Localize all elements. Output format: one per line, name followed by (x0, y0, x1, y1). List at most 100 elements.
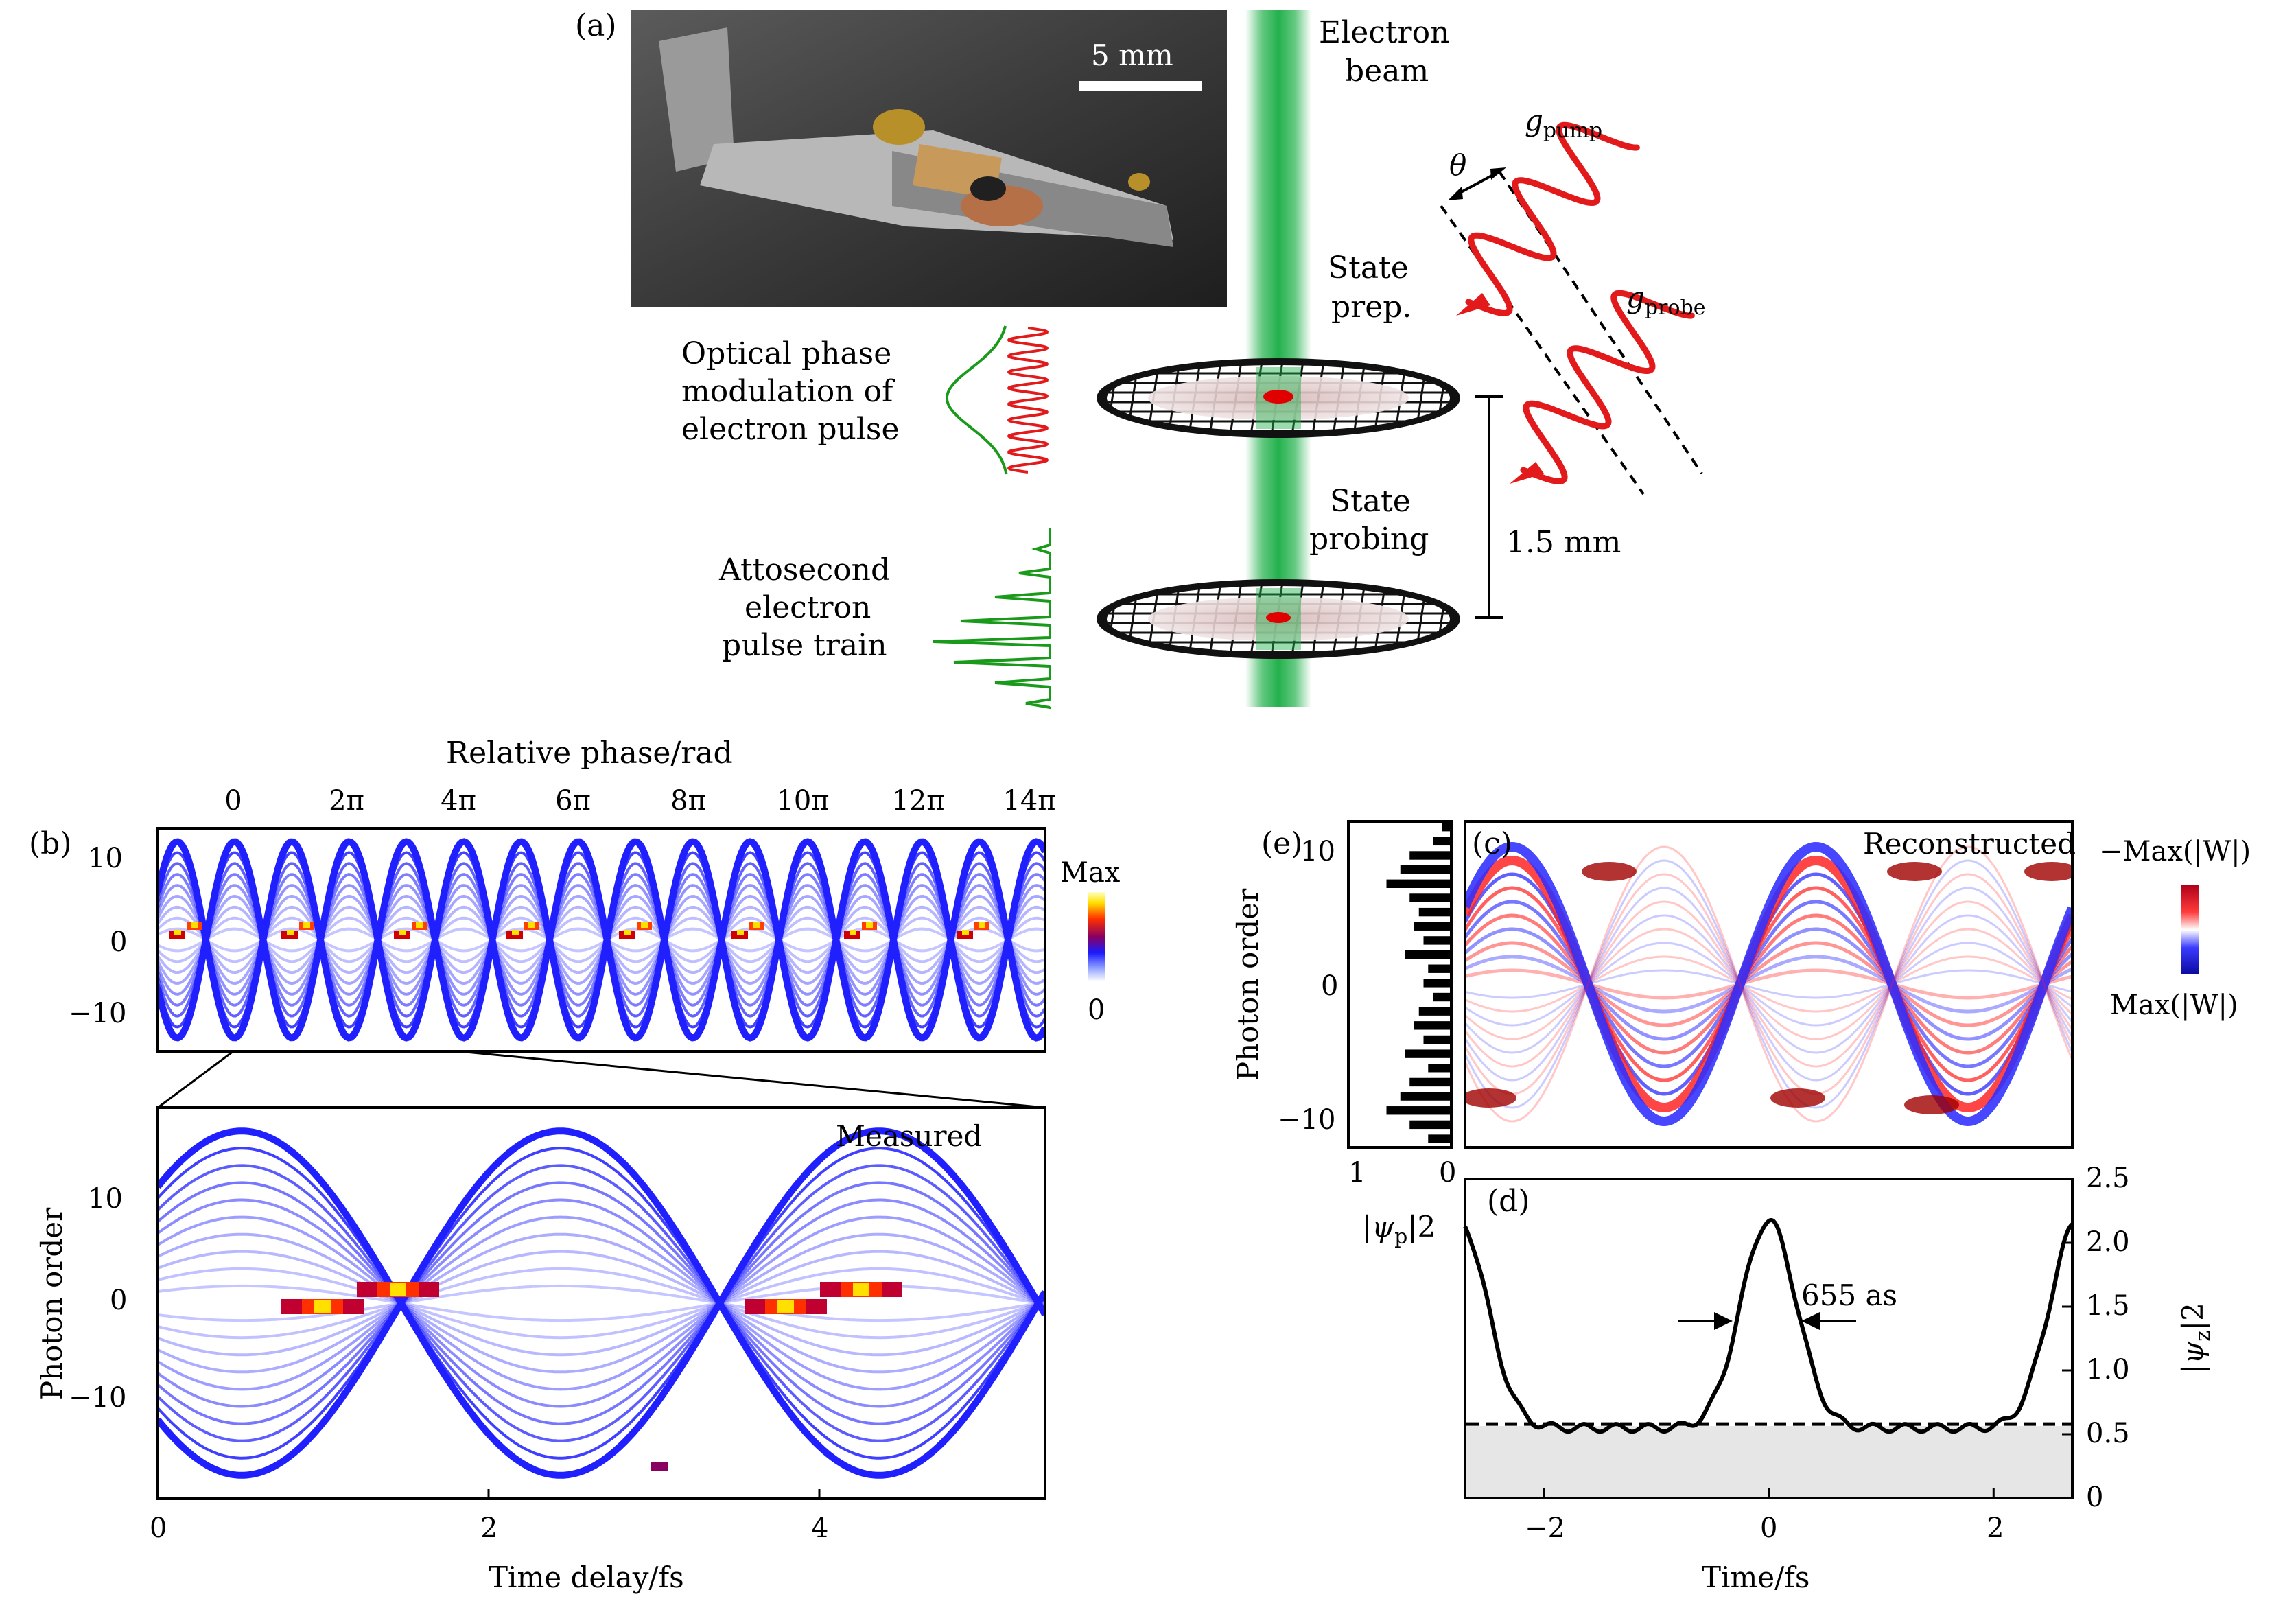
panel-c: (c) Reconstructed −Max(|W|) Max(|W|) (1464, 820, 2251, 1149)
wigner-heatmap (1465, 841, 2072, 1127)
photon-bar (1428, 1134, 1451, 1143)
panel-e: (e) Photon order 10 0 −10 1 0 |ψp|2 (1231, 820, 1456, 1249)
panel-e-label: (e) (1261, 826, 1302, 861)
e-y-axis-title: Photon order (1231, 888, 1265, 1081)
photon-bar (1405, 1049, 1451, 1058)
e-x-axis-title: |ψp|2 (1362, 1210, 1436, 1249)
photon-bar (1409, 893, 1451, 902)
heatmap-measured (156, 1106, 1046, 1500)
fwhm-label: 655 as (1801, 1278, 1897, 1312)
photon-bar (1409, 1120, 1451, 1130)
electron-beam-label-1: Electron (1319, 15, 1449, 50)
photon-bar (1418, 1007, 1451, 1016)
photon-bar (1409, 851, 1451, 860)
e-ytick-neg10: −10 (1278, 1104, 1335, 1136)
b-ytick-10: 10 (88, 1183, 123, 1215)
b-y-axis-title: Photon order (35, 1207, 69, 1400)
phase-tick-5: 10π (776, 785, 829, 817)
b-top-ytick-10: 10 (88, 843, 123, 874)
photon-bar (1414, 922, 1451, 931)
photon-bar (1428, 964, 1451, 973)
d-ytick-0: 0 (2086, 1482, 2103, 1513)
scale-bar (1079, 81, 1202, 91)
photon-bar (1433, 837, 1451, 846)
d-xtick-0: 0 (1760, 1512, 1777, 1544)
b-ytick-neg10: −10 (69, 1382, 126, 1414)
panel-a: (a) 5 mm Electron beam (575, 8, 1705, 710)
photon-bar (1386, 879, 1451, 888)
heatmap-top (156, 827, 1046, 1053)
photon-bar (1400, 865, 1451, 874)
optical-label-1: Optical phase (681, 336, 891, 371)
colorbar-b (1088, 892, 1105, 981)
photon-bar (1386, 1106, 1451, 1115)
d-ytick-1.0: 1.0 (2086, 1354, 2130, 1386)
sample-grid-2 (1097, 579, 1460, 659)
g-probe-label: gprobe (1626, 281, 1705, 320)
phase-tick-1: 2π (329, 785, 364, 817)
d-ytick-0.5: 0.5 (2086, 1418, 2130, 1449)
panel-d-label: (d) (1487, 1184, 1530, 1219)
e-ytick-10: 10 (1300, 836, 1335, 867)
colorbar-c-top: −Max(|W|) (2100, 836, 2251, 867)
d-xtick-2: 2 (1987, 1512, 2004, 1544)
fwhm-arrows (1678, 1312, 1856, 1330)
panel-d: (d) 655 as −2 0 2 Time/fs 2.5 2.0 1.5 1.… (1463, 1162, 2215, 1594)
laser-beams (1440, 121, 1703, 495)
colorbar-b-min: 0 (1088, 994, 1105, 1026)
state-prep-label-1: State (1328, 250, 1409, 285)
b-x-axis-title: Time delay/fs (489, 1561, 684, 1594)
atto-label-2: electron (745, 590, 871, 625)
photon-bar (1418, 907, 1451, 917)
panel-c-label: (c) (1472, 826, 1512, 861)
distance-label: 1.5 mm (1506, 525, 1621, 560)
photon-bar (1423, 979, 1451, 988)
panel-b: Relative phase/rad 0 2π 4π 6π 8π 10π 12π 14π (b… (29, 736, 1121, 1594)
photon-bar (1442, 823, 1451, 832)
photon-bar (1409, 1077, 1451, 1087)
zoom-line-left (157, 1050, 234, 1109)
optical-modulation-illustration (946, 325, 1049, 475)
b-ytick-0: 0 (110, 1285, 127, 1316)
state-probing-label-2: probing (1309, 522, 1429, 557)
b-xtick-0: 0 (150, 1512, 167, 1544)
top-axis-title: Relative phase/rad (446, 736, 733, 771)
atto-label-3: pulse train (722, 628, 887, 663)
state-probing-label-1: State (1330, 484, 1411, 519)
b-xtick-2: 2 (480, 1512, 497, 1544)
d-y-axis-title: |ψz|2 (2176, 1302, 2215, 1374)
attosecond-pulse-train (933, 528, 1051, 710)
reconstructed-label: Reconstructed (1863, 827, 2076, 861)
sample-grid-1 (1097, 358, 1460, 438)
intensity-curve (1463, 1218, 2074, 1434)
d-ytick-2.0: 2.0 (2086, 1226, 2130, 1258)
phase-tick-labels: 0 2π 4π 6π 8π 10π 12π 14π (224, 785, 1055, 817)
phase-tick-2: 4π (441, 785, 476, 817)
photon-bar (1414, 1021, 1451, 1030)
b-xtick-4: 4 (811, 1512, 828, 1544)
electron-beam-label-2: beam (1345, 54, 1429, 89)
photon-bar (1433, 992, 1451, 1002)
phase-tick-4: 8π (670, 785, 706, 817)
d-ytick-2.5: 2.5 (2086, 1162, 2130, 1194)
photon-bar (1428, 1064, 1451, 1073)
photon-bar (1423, 936, 1451, 945)
photon-distribution-bars (1386, 823, 1451, 1143)
b-top-ytick-0: 0 (110, 926, 127, 958)
e-ytick-0: 0 (1321, 970, 1338, 1002)
g-pump-label: gpump (1525, 104, 1602, 143)
colorbar-b-max: Max (1060, 857, 1121, 889)
state-prep-label-2: prep. (1331, 290, 1411, 325)
colorbar-c (2181, 885, 2199, 974)
e-xtick-0: 0 (1439, 1157, 1456, 1189)
baseline-shade (1466, 1426, 2071, 1497)
atto-label-1: Attosecond (718, 552, 890, 587)
phase-tick-3: 6π (555, 785, 591, 817)
b-top-ytick-neg10: −10 (69, 998, 126, 1029)
phase-tick-0: 0 (224, 785, 242, 817)
d-ytick-1.5: 1.5 (2086, 1290, 2130, 1322)
zoom-line-right (458, 1050, 1046, 1109)
phase-tick-6: 12π (891, 785, 944, 817)
optical-label-2: modulation of (681, 374, 895, 409)
